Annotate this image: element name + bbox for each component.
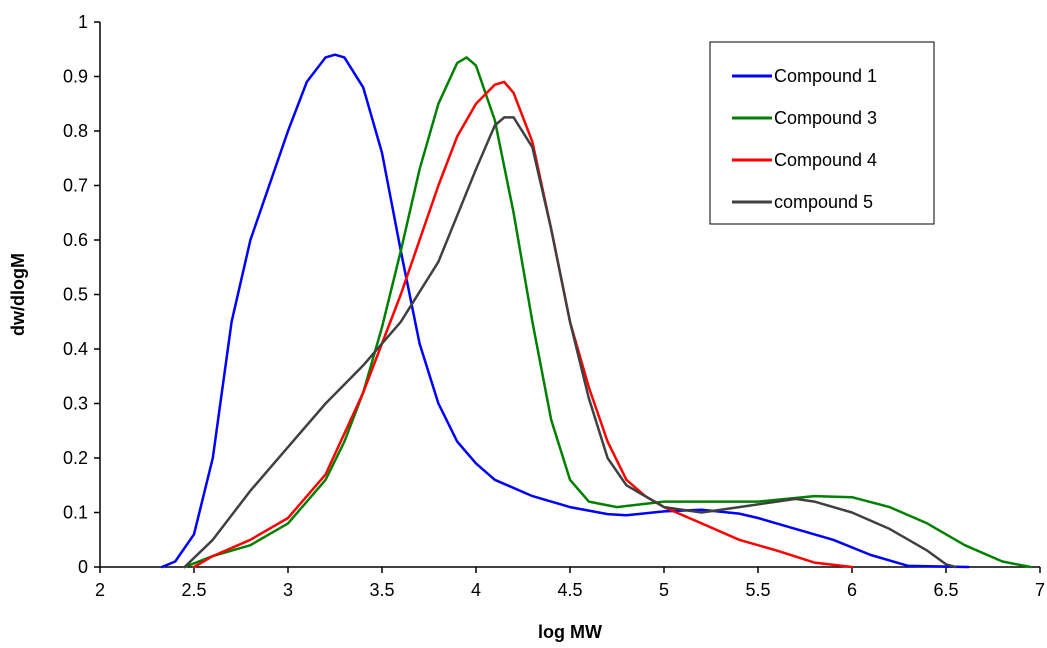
x-tick-label: 2	[95, 580, 105, 600]
y-tick-label: 0.6	[63, 230, 88, 250]
series-line-3	[192, 80, 854, 569]
y-ticks: 0 0.1 0.2 0.3 0.4 0.5 0.6 0.7 0.8 0.9 1	[63, 12, 100, 577]
series-line-1	[160, 53, 970, 569]
x-tick-label: 6.5	[933, 580, 958, 600]
x-tick-label: 6	[847, 580, 857, 600]
x-tick-label: 3.5	[369, 580, 394, 600]
legend-label: compound 5	[774, 192, 873, 212]
series-line-2	[183, 56, 1032, 569]
x-tick-label: 2.5	[181, 580, 206, 600]
y-tick-label: 0.7	[63, 176, 88, 196]
y-tick-label: 0.1	[63, 503, 88, 523]
x-tick-label: 4	[471, 580, 481, 600]
plot-series	[160, 53, 1032, 569]
y-tick-label: 0	[78, 557, 88, 577]
legend: Compound 1 Compound 3 Compound 4 compound 5	[709, 41, 935, 225]
x-tick-label: 5	[659, 580, 669, 600]
y-tick-label: 0.2	[63, 448, 88, 468]
y-axis-title: dw/dlogM	[8, 253, 28, 336]
y-tick-label: 1	[78, 12, 88, 32]
legend-label: Compound 1	[774, 66, 877, 86]
x-axis-title: log MW	[538, 622, 602, 642]
x-ticks: 2 2.5 3 3.5 4 4.5 5 5.5 6 6.5 7	[95, 567, 1045, 600]
y-tick-label: 0.4	[63, 339, 88, 359]
legend-label: Compound 4	[774, 150, 877, 170]
series-line-4	[183, 116, 957, 569]
legend-box	[709, 41, 935, 225]
x-tick-label: 7	[1035, 580, 1045, 600]
legend-label: Compound 3	[774, 108, 877, 128]
x-tick-label: 3	[283, 580, 293, 600]
y-tick-label: 0.9	[63, 67, 88, 87]
y-tick-label: 0.8	[63, 121, 88, 141]
y-tick-label: 0.5	[63, 285, 88, 305]
y-tick-label: 0.3	[63, 394, 88, 414]
x-tick-label: 4.5	[557, 580, 582, 600]
x-tick-label: 5.5	[745, 580, 770, 600]
